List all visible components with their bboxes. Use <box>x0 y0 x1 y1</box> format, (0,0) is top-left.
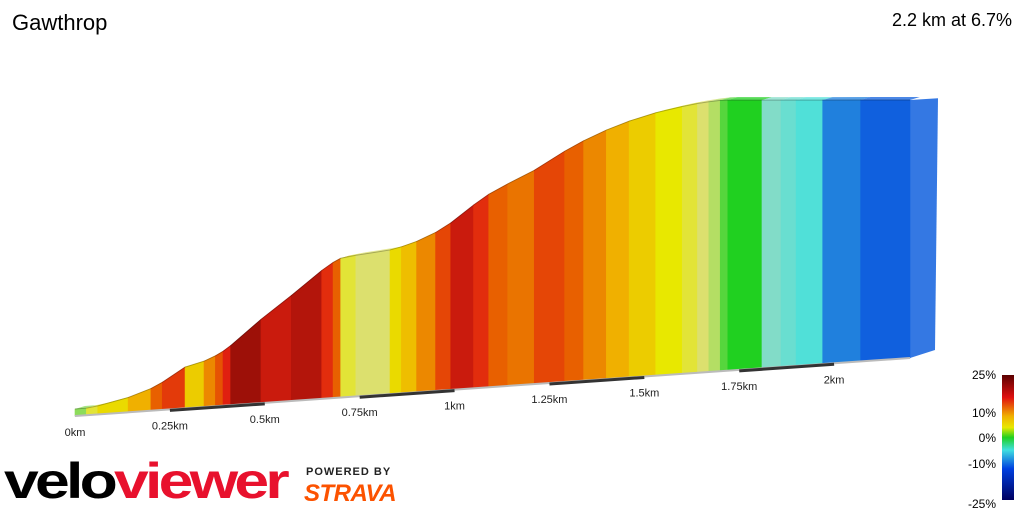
gradient-slice <box>719 99 729 372</box>
gradient-slice <box>583 129 607 381</box>
x-tick-label: 1.5km <box>629 387 659 399</box>
gradient-slice <box>860 99 911 362</box>
gradient-slice-top <box>708 97 731 102</box>
gradient-slice-top <box>340 252 366 259</box>
gradient-slice-top <box>796 97 833 101</box>
gradient-slice <box>488 183 508 388</box>
gradient-slice <box>184 360 205 409</box>
gradient-slice <box>222 345 231 407</box>
gradient-slice-top <box>727 97 772 101</box>
legend-label-10: 10% <box>972 406 996 420</box>
veloviewer-logo: velo viewer <box>4 453 292 509</box>
axis-band <box>359 389 455 399</box>
x-tick-label: 2km <box>824 374 845 386</box>
x-tick-label: 1km <box>444 401 465 413</box>
gradient-slice <box>389 246 402 395</box>
strava-logo: STRAVA <box>304 480 397 507</box>
gradient-slice-top <box>822 97 871 101</box>
gradient-slice <box>161 366 186 411</box>
x-tick-label: 1.25km <box>531 394 567 406</box>
gradient-slice-top <box>75 405 97 409</box>
legend-color-bar <box>1002 375 1014 500</box>
gradient-slice <box>321 261 334 400</box>
gradient-slice <box>291 269 323 402</box>
gradient-slice <box>473 193 490 389</box>
gradient-slice <box>435 222 452 392</box>
x-tick-label: 0.5km <box>250 414 280 426</box>
x-tick-label: 0.75km <box>342 407 378 419</box>
legend-label-minus-10: -10% <box>968 457 996 471</box>
gradient-slice <box>606 120 630 380</box>
legend-label-0: 0% <box>979 431 997 445</box>
axis-band <box>169 402 265 412</box>
gradient-slice <box>708 100 721 373</box>
gradient-slice-top <box>697 98 719 104</box>
gradient-slice-top <box>355 246 400 256</box>
gradient-slice <box>507 169 535 387</box>
gradient-slice-top <box>682 100 708 107</box>
gradient-slice <box>761 99 782 369</box>
gradient-slice <box>681 103 698 375</box>
climb-summary: 2.2 km at 6.7% <box>891 10 1012 30</box>
gradient-slice <box>127 388 152 413</box>
powered-by-label: POWERED BY <box>306 466 392 478</box>
gradient-slice-top <box>655 103 693 113</box>
gradient-slice <box>203 355 216 408</box>
gradient-slice <box>215 350 224 407</box>
gradient-slices <box>74 97 938 417</box>
gradient-slice <box>822 99 861 365</box>
gradient-slice <box>795 99 824 367</box>
gradient-legend: 25% 10% 0% -10% -25% <box>968 368 1014 511</box>
gradient-slice <box>628 112 657 378</box>
legend-label-minus-25: -25% <box>968 497 996 511</box>
gradient-slice <box>655 106 683 376</box>
gradient-slice <box>340 254 357 398</box>
gradient-slice <box>355 249 391 397</box>
gradient-slice-top <box>780 97 806 101</box>
axis-band <box>739 362 835 373</box>
gradient-slice <box>697 101 710 374</box>
gradient-slice <box>727 99 763 371</box>
gradient-slice <box>332 257 341 399</box>
chart-title: Gawthrop <box>12 10 108 35</box>
x-tick-label: 0km <box>65 427 86 439</box>
gradient-slice <box>401 241 417 394</box>
legend-label-25: 25% <box>972 368 996 382</box>
distance-axis: 0km 0.25km 0.5km 0.75km 1km 1.25km 1.5km 1.75km… <box>65 362 845 439</box>
gradient-slice <box>780 99 797 368</box>
gradient-slice-top <box>761 97 791 101</box>
axis-band <box>549 375 645 386</box>
gradient-slice <box>533 150 565 385</box>
x-tick-label: 0.25km <box>152 420 188 432</box>
profile-top-line <box>74 99 911 410</box>
gradient-slice <box>450 204 474 391</box>
gradient-slice-top <box>860 97 920 101</box>
gradient-slice-top <box>86 402 108 409</box>
x-tick-label: 1.75km <box>721 381 757 393</box>
gradient-slice-top <box>720 97 738 101</box>
profile-end-face <box>910 98 938 358</box>
gradient-slice <box>416 232 436 393</box>
gradient-slice <box>564 140 584 383</box>
